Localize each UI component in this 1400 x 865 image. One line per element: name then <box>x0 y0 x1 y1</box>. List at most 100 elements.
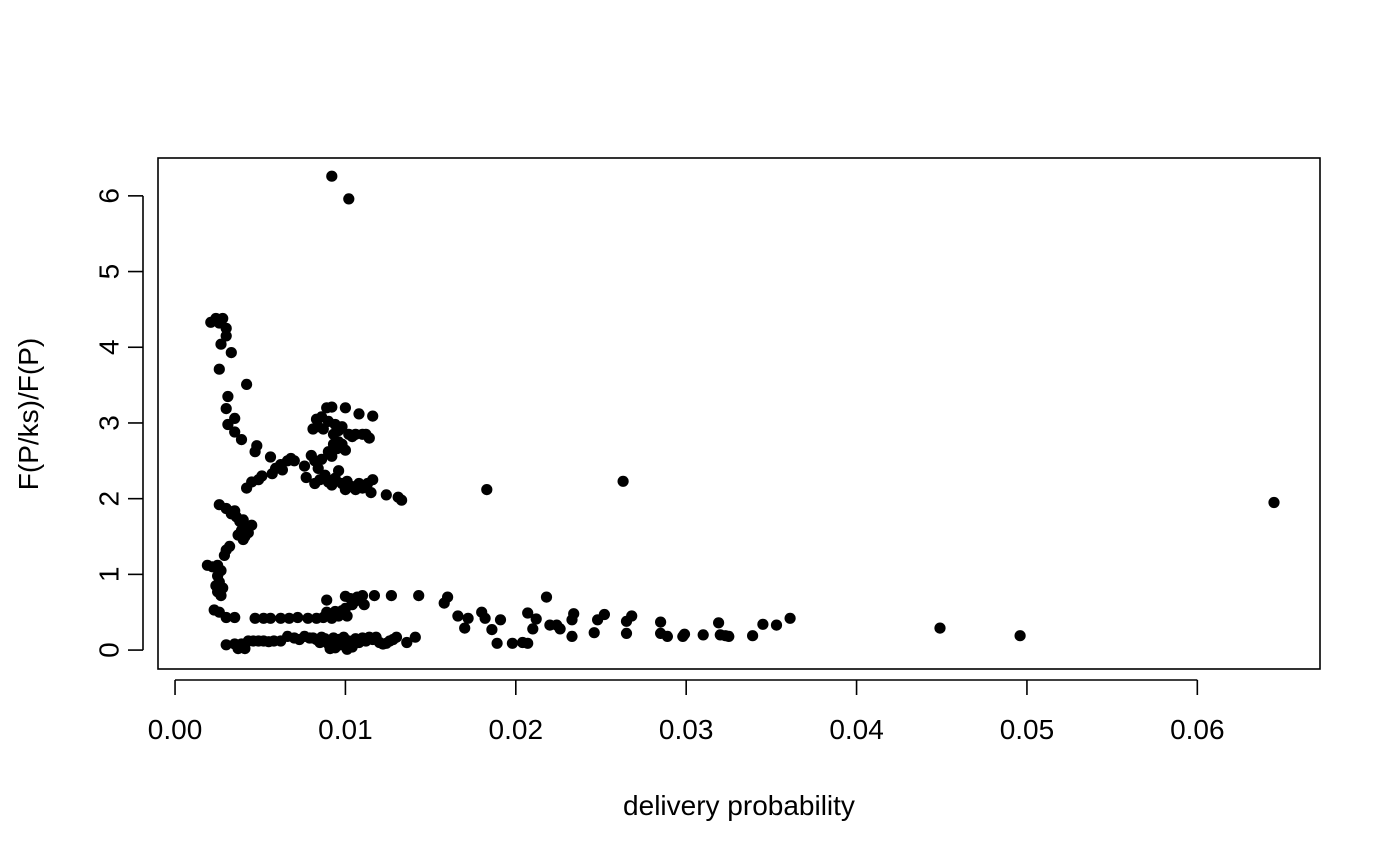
data-point <box>486 624 498 636</box>
data-point <box>661 630 674 643</box>
data-point <box>385 590 397 602</box>
data-point <box>316 453 328 465</box>
data-point <box>220 639 232 651</box>
y-axis: 0 1 2 3 4 5 6 <box>94 188 144 658</box>
data-point <box>213 363 225 375</box>
data-point <box>367 474 379 486</box>
data-point <box>462 612 474 624</box>
data-point <box>491 637 503 649</box>
data-points <box>201 170 1280 655</box>
data-point <box>343 193 355 205</box>
x-tick-label: 0.02 <box>489 714 544 745</box>
data-point <box>302 612 314 624</box>
data-point <box>452 610 464 622</box>
y-tick-label: 4 <box>94 339 125 355</box>
data-point <box>459 622 471 634</box>
y-tick-label: 1 <box>94 567 125 583</box>
data-point <box>326 170 338 182</box>
data-point <box>312 462 324 474</box>
data-point <box>442 591 454 603</box>
data-point <box>655 616 667 628</box>
data-point <box>770 619 783 631</box>
data-point <box>339 402 351 414</box>
data-point <box>292 611 304 624</box>
data-point <box>218 549 230 562</box>
data-point <box>220 403 232 415</box>
data-point <box>380 489 392 501</box>
y-tick-label: 3 <box>94 415 125 431</box>
data-point <box>264 612 277 624</box>
x-tick-label: 0.05 <box>1000 714 1055 745</box>
data-point <box>540 591 553 603</box>
data-point <box>220 611 232 624</box>
data-point <box>554 623 566 635</box>
data-point <box>217 312 229 325</box>
y-tick-label: 0 <box>94 642 125 658</box>
data-point <box>275 612 287 624</box>
data-point <box>215 590 227 602</box>
x-tick-label: 0.06 <box>1170 714 1225 745</box>
data-point <box>1268 496 1280 509</box>
data-point <box>336 421 348 433</box>
data-point <box>598 608 611 621</box>
x-axis-title: delivery probability <box>623 790 855 821</box>
data-point <box>401 636 413 649</box>
data-point <box>617 475 629 487</box>
data-point <box>276 464 288 476</box>
data-point <box>358 599 370 611</box>
data-point <box>390 631 403 643</box>
data-point <box>757 618 769 630</box>
data-point <box>481 484 493 496</box>
data-point <box>527 623 539 635</box>
data-point <box>723 630 735 643</box>
data-point <box>494 614 507 626</box>
x-tick-label: 0.01 <box>318 714 373 745</box>
data-point <box>298 460 311 472</box>
y-axis-title: F(P/ks)/F(P) <box>13 338 44 490</box>
data-point <box>588 627 600 639</box>
data-point <box>626 610 638 622</box>
data-point <box>249 612 261 624</box>
data-point <box>266 468 278 480</box>
data-point <box>344 593 357 605</box>
data-point <box>237 533 249 546</box>
x-tick-label: 0.04 <box>829 714 884 745</box>
data-point <box>934 622 946 634</box>
data-point <box>368 590 380 602</box>
data-point <box>479 612 491 624</box>
x-tick-label: 0.00 <box>148 714 203 745</box>
data-point <box>365 487 377 499</box>
data-point <box>396 494 408 506</box>
data-point <box>353 408 365 420</box>
data-point <box>620 627 633 640</box>
data-point <box>522 637 534 649</box>
data-point <box>747 630 759 642</box>
data-point <box>530 613 542 625</box>
data-point <box>367 410 379 422</box>
y-tick-label: 6 <box>94 188 125 204</box>
data-point <box>506 637 518 649</box>
data-point <box>339 444 351 456</box>
plot-frame <box>157 157 1321 670</box>
data-point <box>341 610 353 622</box>
data-point <box>713 617 725 629</box>
data-point <box>241 378 253 390</box>
data-point <box>1014 630 1026 642</box>
data-point <box>321 594 333 606</box>
data-point <box>413 590 425 602</box>
data-point <box>409 631 421 643</box>
data-point <box>235 434 248 446</box>
data-point <box>678 628 691 640</box>
data-point <box>784 612 796 624</box>
y-tick-label: 2 <box>94 491 125 507</box>
data-point <box>333 465 345 477</box>
data-point <box>229 426 241 438</box>
data-point <box>222 390 234 403</box>
data-point <box>283 612 295 624</box>
data-point <box>314 474 326 486</box>
data-point <box>249 446 261 458</box>
data-point <box>246 519 258 531</box>
data-point <box>220 330 232 342</box>
y-tick-label: 5 <box>94 264 125 280</box>
